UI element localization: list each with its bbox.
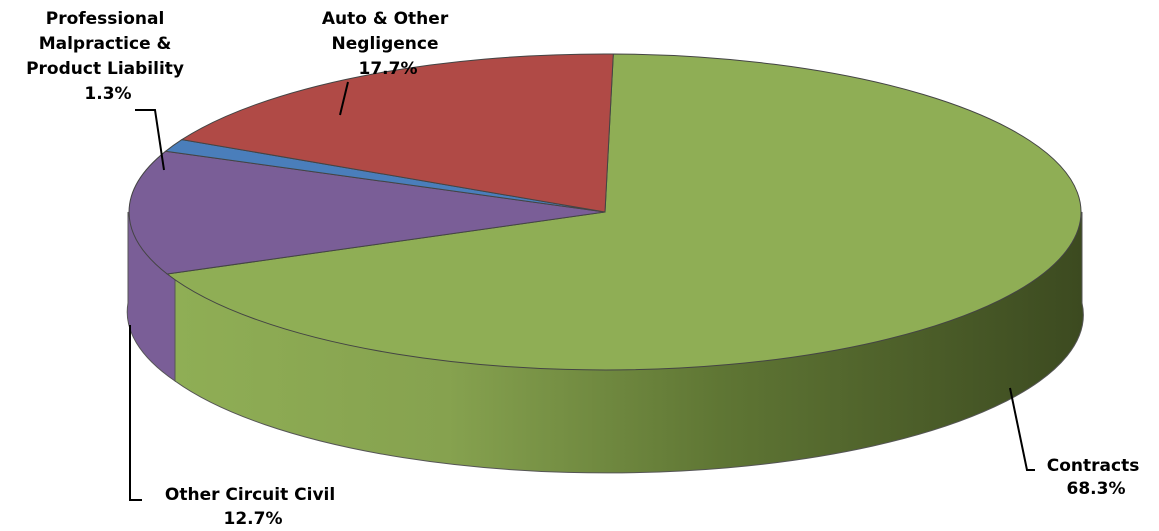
- label-professional-malpractice: Professional Malpractice & Product Liabi…: [26, 9, 190, 104]
- label-auto-negligence: Auto & Other Negligence 17.7%: [322, 9, 454, 79]
- label-contracts: Contracts 68.3%: [1047, 456, 1145, 499]
- leader-line-other-circuit-civil: [129, 325, 142, 501]
- slice-contracts: [165, 53, 1082, 371]
- leader-line-auto-negligence: [339, 81, 349, 116]
- slice-auto-other-negligence: [180, 53, 614, 213]
- leader-line-professional-malpractice: [135, 109, 165, 171]
- slice-other-circuit-civil: [128, 150, 606, 275]
- label-other-circuit-civil: Other Circuit Civil 12.7%: [165, 485, 341, 529]
- leader-line-contracts: [1009, 387, 1035, 471]
